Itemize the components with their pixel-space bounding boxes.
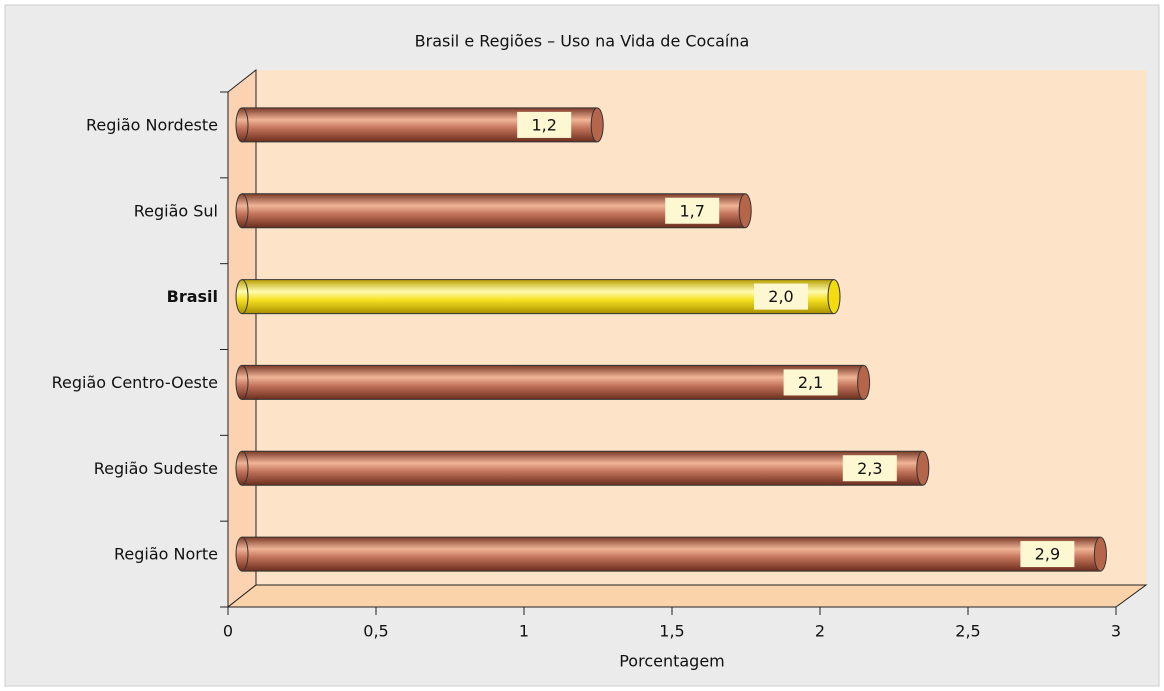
x-axis-label: Porcentagem [619, 652, 725, 671]
back-wall [256, 70, 1146, 585]
chart-title: Brasil e Regiões – Uso na Vida de Cocaín… [415, 32, 750, 51]
value-label: 1,2 [531, 115, 556, 134]
bar-start [235, 450, 249, 486]
bar [242, 365, 864, 400]
y-tick-label: Região Sudeste [94, 459, 218, 478]
bar-cap [827, 279, 841, 315]
bar [242, 537, 1101, 572]
x-tick-label: 1,5 [659, 622, 684, 641]
value-label-box [517, 111, 572, 138]
bar-start [235, 193, 249, 229]
side-wall [227, 68, 257, 609]
bar-cap [857, 364, 871, 400]
floor [226, 584, 1148, 608]
bar-start [235, 536, 249, 572]
y-tick-label: Região Norte [114, 545, 218, 564]
x-tick-label: 3 [1111, 622, 1121, 641]
bar-cap [916, 450, 930, 486]
value-label: 2,0 [768, 287, 793, 306]
bar-cap [738, 193, 752, 229]
value-label: 2,3 [857, 459, 882, 478]
x-tick-label: 2,5 [955, 622, 980, 641]
bar [242, 193, 746, 228]
x-tick-label: 2 [815, 622, 825, 641]
value-label-box [754, 283, 808, 310]
bar-start [235, 107, 249, 143]
x-tick-label: 0 [223, 622, 233, 641]
bar [242, 279, 834, 314]
y-tick-label: Região Nordeste [86, 115, 218, 134]
value-label: 2,9 [1035, 545, 1060, 564]
bar-start [235, 279, 249, 315]
value-label-box [665, 197, 720, 224]
bar-start [235, 364, 249, 400]
x-tick-label: 1 [519, 622, 529, 641]
value-label-box [842, 455, 897, 482]
value-label: 2,1 [798, 373, 823, 392]
value-label-box [1020, 541, 1075, 568]
bar [242, 451, 923, 486]
value-label-box [783, 369, 838, 396]
x-tick-label: 0,5 [363, 622, 388, 641]
bar-cap [590, 107, 604, 143]
y-tick-label: Região Centro-Oeste [52, 373, 218, 392]
y-tick-label: Brasil [167, 287, 218, 306]
y-tick-label: Região Sul [134, 201, 218, 220]
bar-cap [1093, 536, 1107, 572]
value-label: 1,7 [679, 201, 704, 220]
